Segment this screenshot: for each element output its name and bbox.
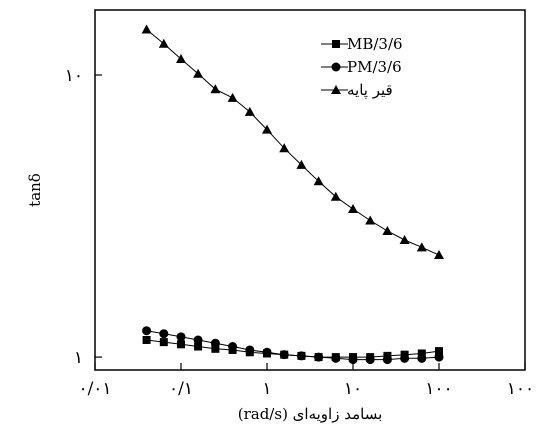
data-point-1-6 [245,345,255,355]
data-point-1-13 [365,355,375,365]
data-point-1-15 [400,353,410,363]
data-point-2-12 [348,203,358,213]
data-point-1-5 [228,342,238,352]
data-point-2-9 [296,159,307,169]
legend: MB/3/6 PM/3/6 قیر پایه [321,35,403,99]
legend-marker-0 [332,40,340,48]
data-point-2-1 [158,38,169,48]
data-point-2-10 [313,176,324,186]
legend-label-1: PM/3/6 [347,58,402,76]
series-1 [142,326,444,365]
data-point-2-11 [330,191,341,201]
data-point-1-16 [417,353,427,363]
legend-label-0: MB/3/6 [347,35,403,53]
data-point-2-0 [141,24,152,34]
data-point-2-6 [244,106,255,116]
data-point-2-14 [382,225,393,235]
data-point-0-3 [194,342,203,351]
legend-label-2: قیر پایه [347,81,393,99]
data-point-1-4 [210,338,220,348]
data-point-2-4 [210,84,221,94]
data-point-0-17 [435,347,443,356]
x-axis-label: بسامد زاویه‌ای (rad/s) [238,405,383,423]
data-point-2-3 [193,68,204,78]
data-point-2-13 [365,215,376,225]
data-point-1-14 [382,355,392,365]
data-point-1-3 [193,335,203,345]
data-point-2-5 [227,92,238,102]
x-tick-label-0: ۰/۰۱ [78,379,111,399]
y-tick-label-1: ۱۰ [65,66,83,86]
data-point-0-2 [177,340,185,349]
data-point-2-2 [176,53,186,63]
x-tick-label-5: ۱۰۰۰ [507,379,537,399]
x-axis: ۰/۰۱ ۰/۱ ۱ ۱۰ ۱۰۰ ۱۰۰۰ [78,363,537,399]
data-point-1-9 [296,351,306,361]
data-point-1-10 [314,352,324,362]
y-tick-label-0: ۱ [74,348,83,368]
x-tick-label-1: ۰/۱ [169,379,193,399]
legend-item-1: PM/3/6 [321,58,402,76]
legend-marker-1 [331,62,341,72]
x-tick-label-3: ۱۰ [344,379,362,399]
data-point-1-17 [434,352,444,362]
data-point-2-7 [262,124,272,134]
data-point-0-16 [417,349,426,358]
series-line-0 [146,339,440,358]
data-point-2-17 [434,250,444,260]
y-axis-label: tanδ [26,173,44,207]
x-tick-label-2: ۱ [262,379,271,399]
plot-area [141,24,444,365]
data-point-1-11 [331,353,341,363]
legend-marker-2 [331,85,341,94]
data-point-1-12 [348,355,358,365]
data-point-1-7 [262,347,272,357]
data-point-0-4 [211,344,220,353]
legend-item-0: MB/3/6 [321,35,403,53]
x-tick-label-4: ۱۰۰ [425,379,452,399]
data-point-1-8 [279,350,289,360]
series-0 [142,335,443,362]
data-point-1-1 [159,329,169,339]
data-point-2-15 [399,235,410,245]
legend-item-2: قیر پایه [321,81,393,99]
data-point-1-2 [176,332,186,342]
series-2 [141,24,444,260]
data-point-0-1 [159,338,168,347]
data-point-2-16 [416,242,427,252]
plot-frame [94,9,526,371]
data-point-2-8 [279,143,290,153]
y-axis: ۱ ۱۰ [65,66,102,368]
data-point-0-0 [142,335,151,344]
data-point-1-0 [142,326,152,336]
